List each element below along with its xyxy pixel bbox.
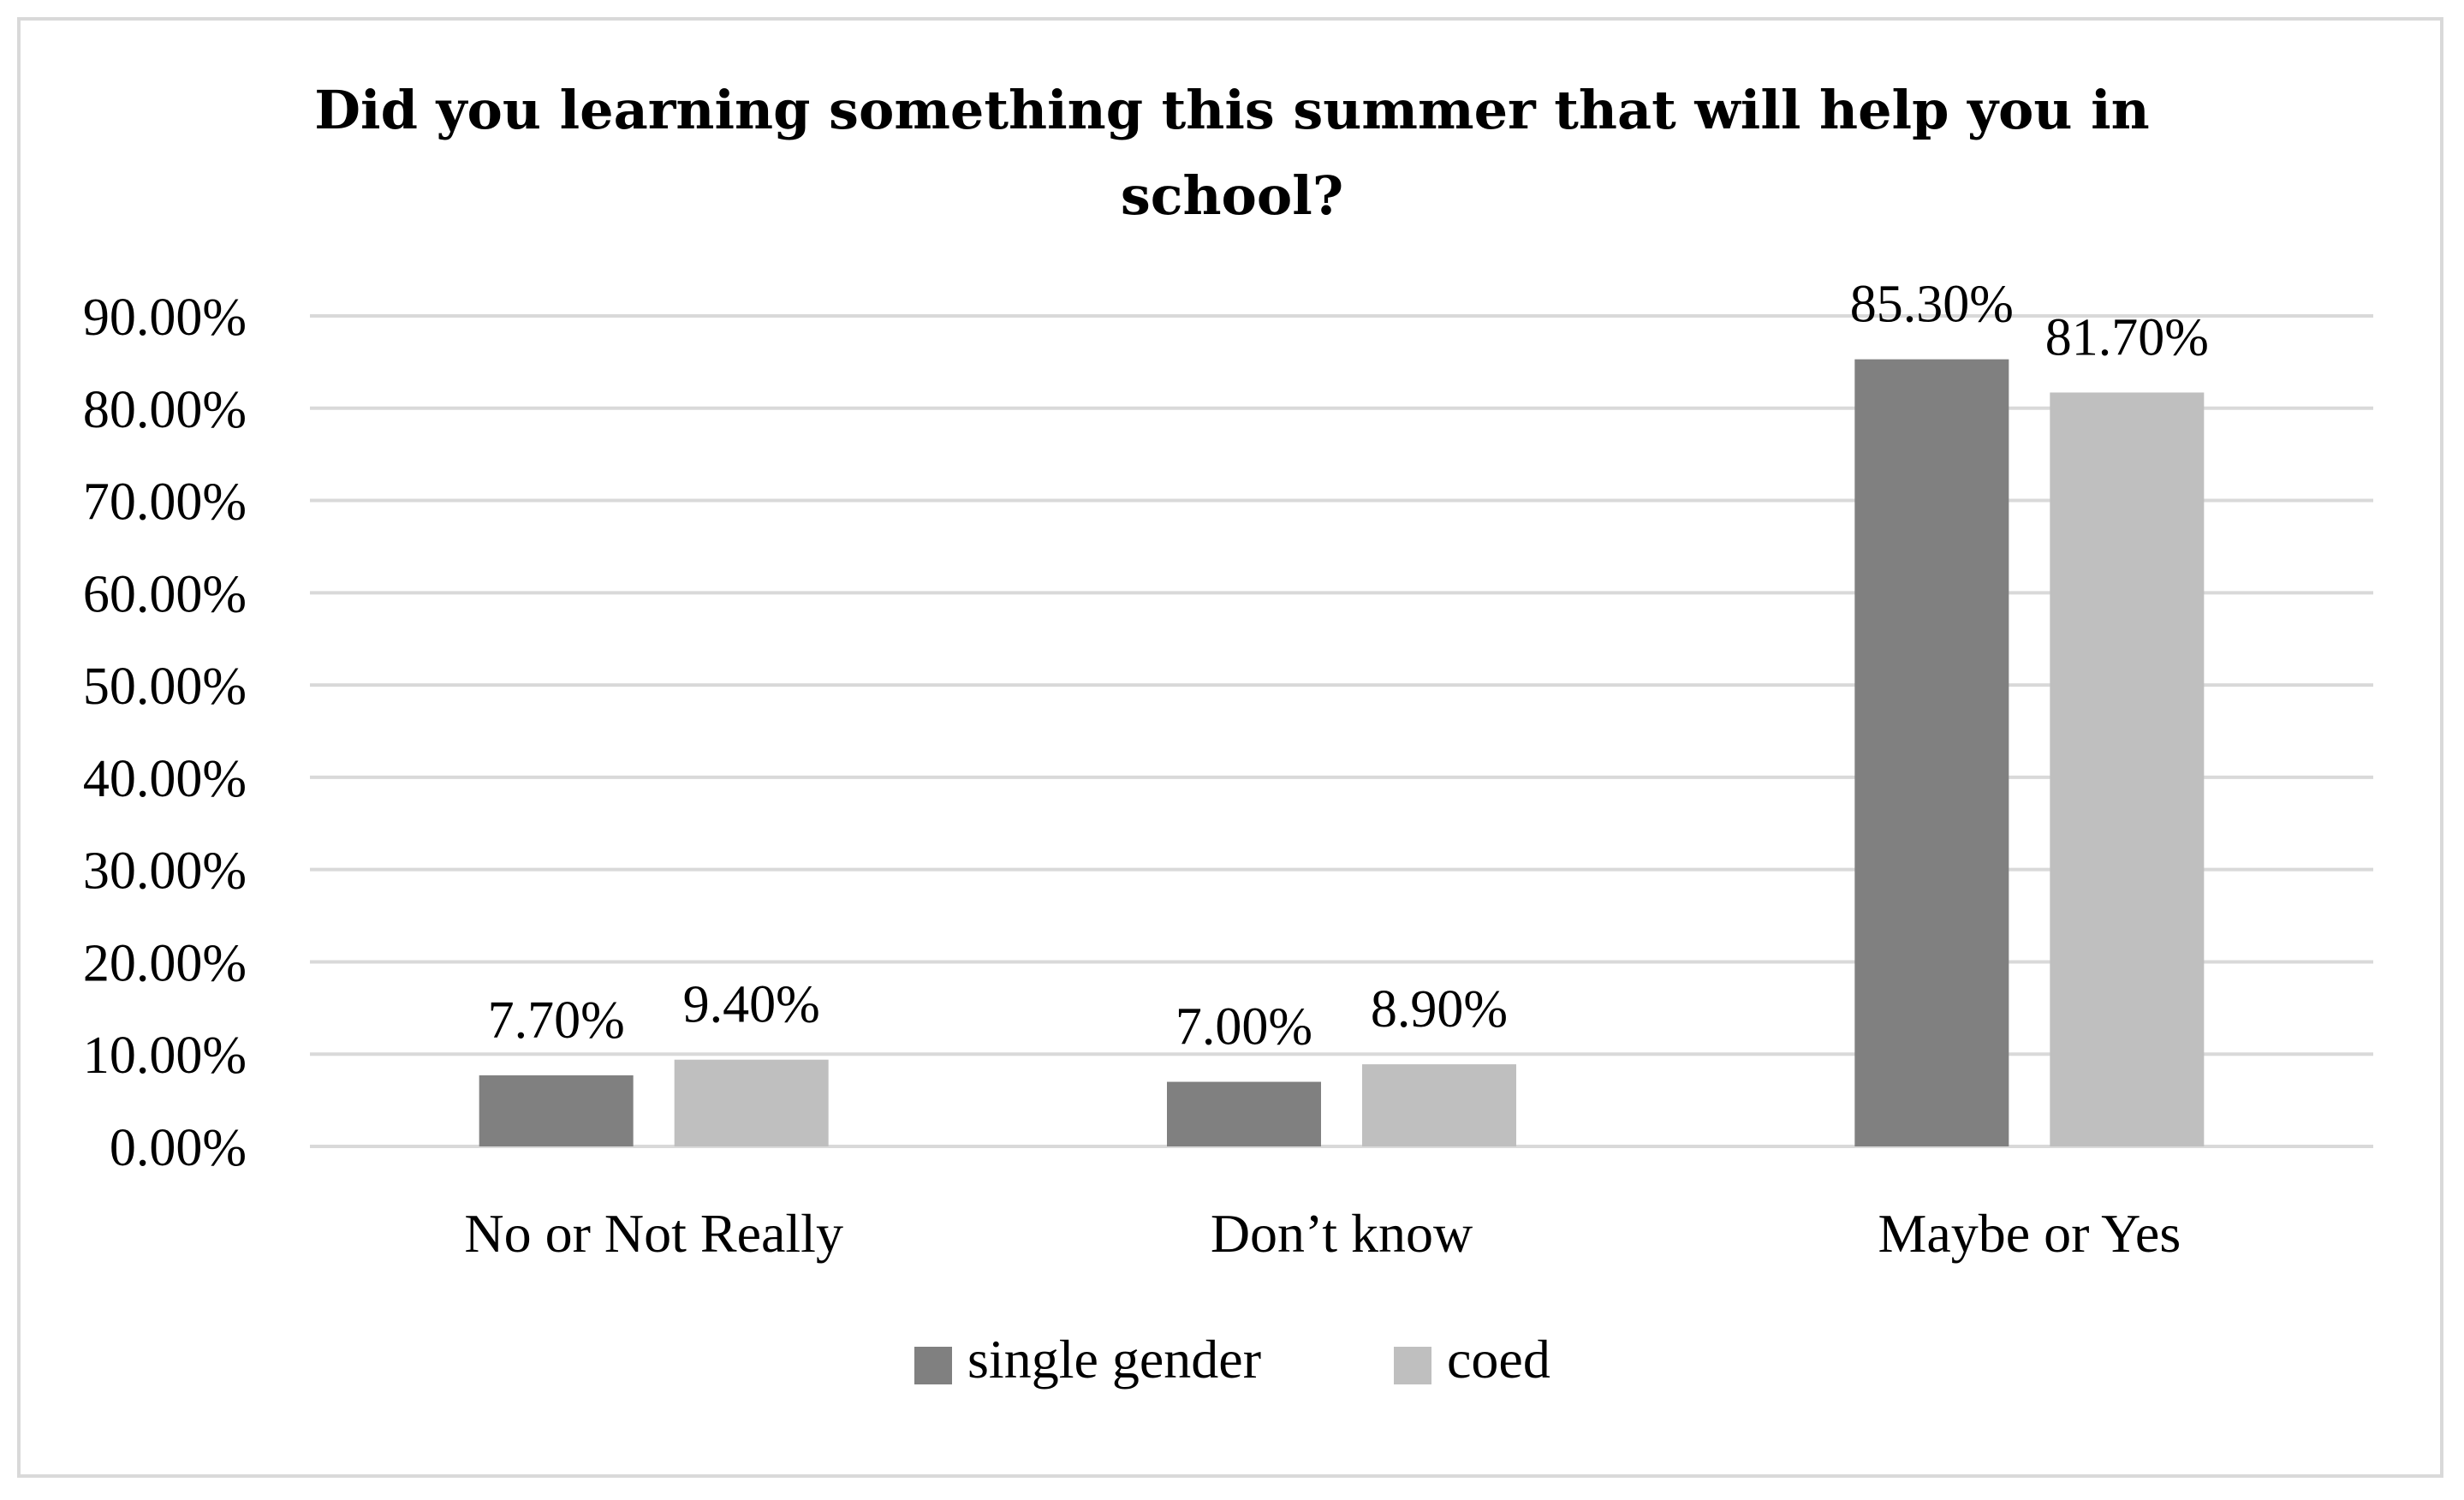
bar-single-gender xyxy=(479,1075,634,1146)
bar-single-gender xyxy=(1854,359,2009,1147)
bar-coed xyxy=(674,1059,829,1146)
bar-coed xyxy=(2050,392,2205,1146)
data-label: 85.30% xyxy=(1850,276,2014,334)
y-tick-label: 50.00% xyxy=(83,658,247,716)
y-tick-label: 10.00% xyxy=(83,1027,247,1085)
gridlines xyxy=(310,314,2373,1148)
data-label: 7.00% xyxy=(1175,998,1312,1057)
data-label: 9.40% xyxy=(683,976,820,1034)
data-labels: 7.70% 9.40% 7.00% 8.90% 85.30% 81.70% xyxy=(488,276,2209,1057)
x-category-label: No or Not Really xyxy=(464,1203,843,1264)
bars xyxy=(479,359,2205,1147)
y-tick-label: 90.00% xyxy=(83,289,247,347)
y-tick-label: 70.00% xyxy=(83,473,247,532)
y-tick-label: 80.00% xyxy=(83,381,247,439)
y-tick-label: 40.00% xyxy=(83,750,247,808)
data-label: 81.70% xyxy=(2045,308,2209,366)
legend-label: coed xyxy=(1447,1329,1550,1390)
y-tick-label: 20.00% xyxy=(83,934,247,992)
chart-title: Did you learning something this summer t… xyxy=(314,79,2149,227)
legend-swatch-coed xyxy=(1394,1347,1431,1384)
data-label: 8.90% xyxy=(1371,980,1508,1039)
chart-title-line: Did you learning something this summer t… xyxy=(314,79,2149,141)
legend: single gender coed xyxy=(914,1329,1550,1390)
y-tick-label: 0.00% xyxy=(110,1119,247,1177)
chart-frame xyxy=(17,17,2443,1478)
y-tick-label: 60.00% xyxy=(83,565,247,623)
y-axis-tick-labels: 0.00% 10.00% 20.00% 30.00% 40.00% 50.00% 60.00… xyxy=(83,289,247,1177)
legend-swatch-single-gender xyxy=(914,1347,952,1384)
data-label: 7.70% xyxy=(488,991,625,1050)
x-axis-category-labels: No or Not Really Don’t know Maybe or Yes xyxy=(464,1203,2181,1264)
legend-label: single gender xyxy=(967,1329,1261,1390)
x-category-label: Maybe or Yes xyxy=(1878,1203,2181,1264)
bar-coed xyxy=(1362,1064,1516,1146)
x-category-label: Don’t know xyxy=(1211,1203,1473,1264)
y-tick-label: 30.00% xyxy=(83,842,247,901)
chart-title-line: school? xyxy=(1121,164,1343,227)
bar-single-gender xyxy=(1167,1081,1321,1146)
